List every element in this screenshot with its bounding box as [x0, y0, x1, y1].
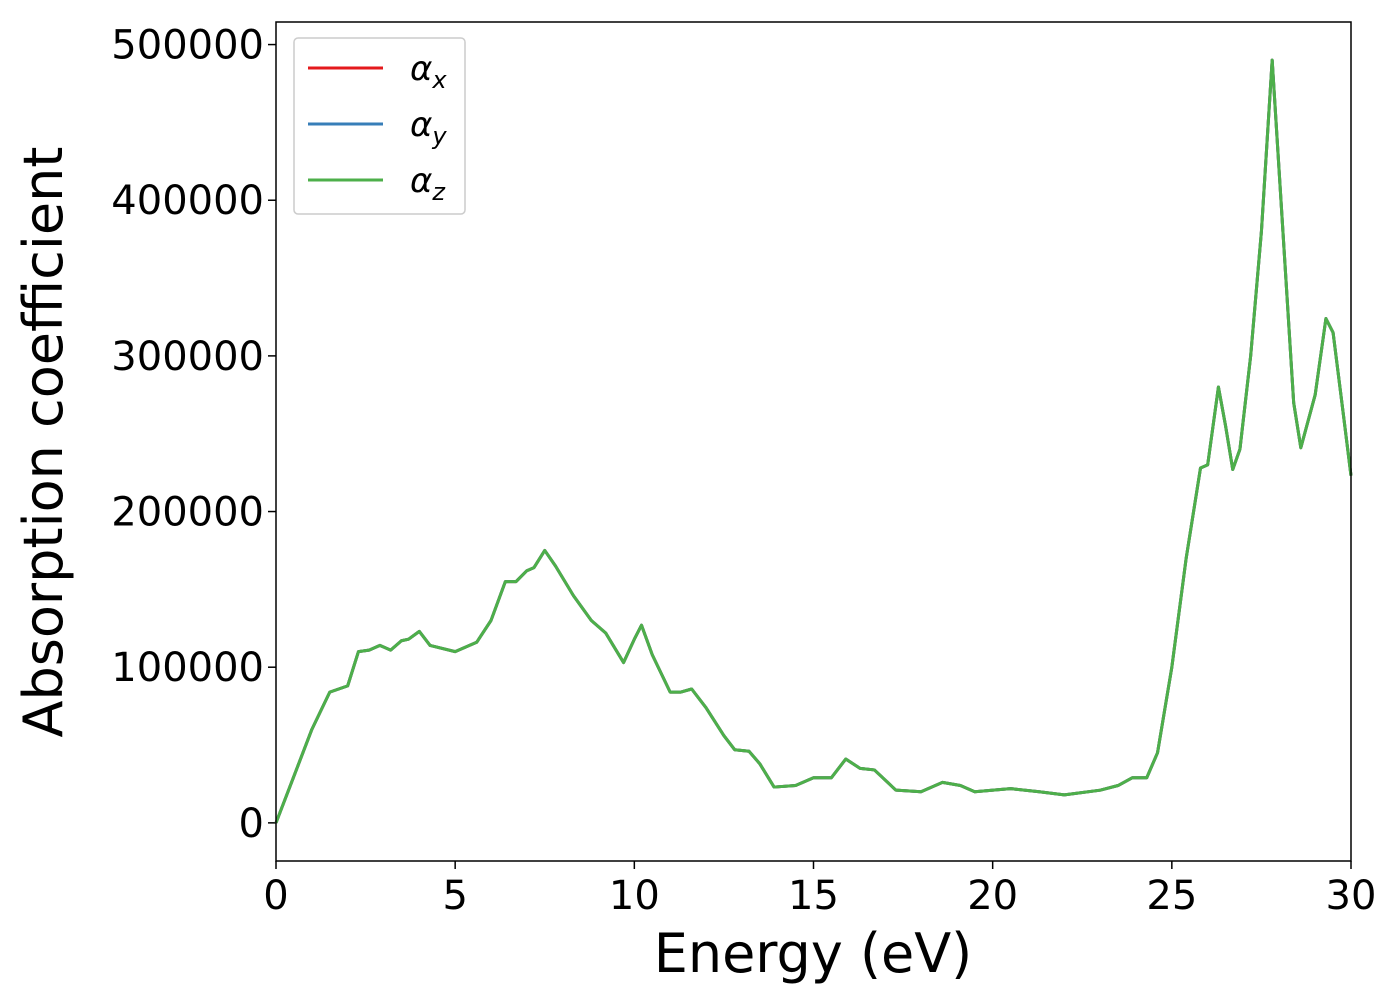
series-line	[274, 58, 1353, 824]
y-tick-label: 0	[239, 801, 264, 847]
x-tick-label: 10	[609, 873, 660, 919]
y-axis-label: Absorption coefficient	[12, 147, 75, 738]
x-axis-label: Energy (eV)	[654, 922, 973, 985]
x-tick-label: 30	[1326, 873, 1377, 919]
y-tick-label: 400000	[111, 178, 264, 224]
legend-box	[293, 37, 466, 215]
legend-label: αy	[410, 105, 447, 150]
legend-label: αx	[410, 49, 447, 94]
x-tick-label: 25	[1146, 873, 1197, 919]
plot-frame	[275, 21, 1352, 862]
y-tick-label: 500000	[111, 23, 264, 69]
legend: αx αy αz	[293, 37, 466, 215]
x-tick-label: 5	[442, 873, 467, 919]
legend-label: αz	[410, 161, 446, 206]
x-tick-label: 20	[967, 873, 1018, 919]
y-tick-label: 300000	[111, 334, 264, 380]
x-tick-label: 15	[788, 873, 839, 919]
y-tick-label: 100000	[111, 645, 264, 691]
y-tick-label: 200000	[111, 490, 264, 536]
x-tick-label: 0	[263, 873, 288, 919]
